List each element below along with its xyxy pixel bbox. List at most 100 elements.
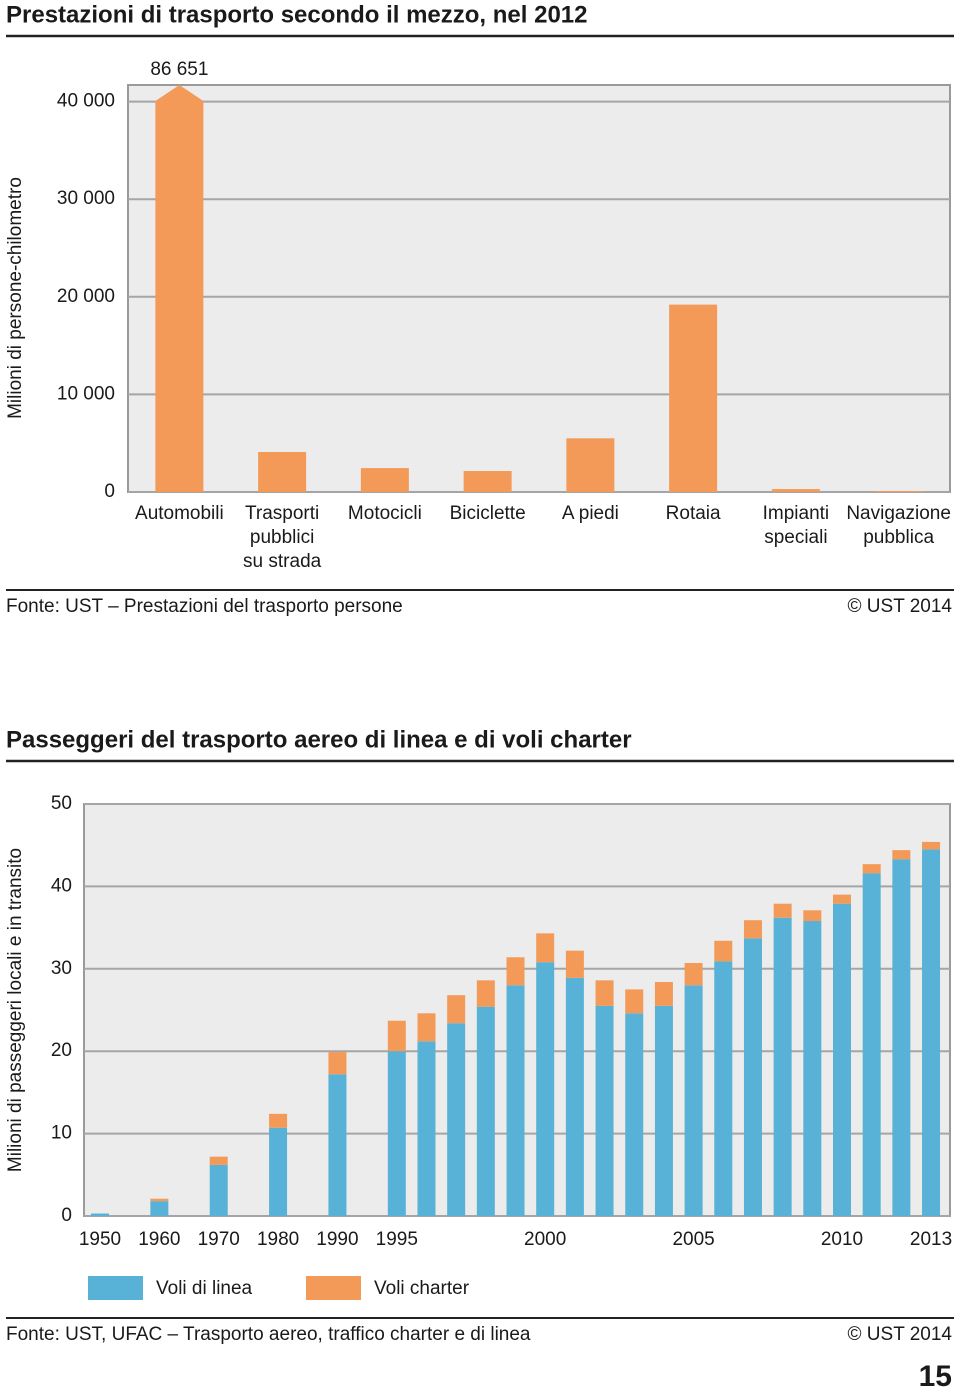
bar [360,468,409,492]
bar [771,489,820,492]
bar-segment [91,1213,109,1216]
chart-title: Passeggeri del trasporto aereo di linea … [6,726,632,753]
bar-segment [476,980,495,1007]
plot-area [127,84,951,493]
bar [874,491,923,493]
x-tick-label: 2013 [910,1229,952,1250]
y-axis-label: Milioni di passeggeri locali e in transi… [5,848,26,1172]
bar-segment [922,841,941,850]
x-tick-label: 2000 [524,1229,566,1250]
bar-segment [922,849,941,1216]
bar-segment [536,962,555,1216]
bar-segment [387,1020,406,1052]
bar-segment [625,989,644,1014]
bar-segment [150,1201,169,1216]
bar [669,304,718,492]
bar-segment [892,859,911,1216]
bar-segment [447,1023,466,1216]
bar-segment [743,938,762,1216]
bar-segment [862,873,881,1216]
bar-segment [209,1164,228,1216]
y-tick-label: 0 [61,1205,72,1226]
bar-segment [417,1041,436,1216]
x-tick-label: 1960 [138,1229,180,1250]
bar-segment [476,1006,495,1216]
source: Fonte: UST – Prestazioni del trasporto p… [6,596,403,617]
legend-swatch [306,1276,361,1300]
bar [258,451,307,492]
bar-segment [387,1051,406,1216]
y-tick-label: 0 [104,481,115,502]
x-tick-label: Automobili [135,503,224,524]
x-tick-label: 2005 [672,1229,714,1250]
bar-segment [595,980,614,1006]
bar-segment [417,1013,436,1042]
bar-segment [862,864,881,874]
copyright: © UST 2014 [848,596,953,617]
x-tick-label: A piedi [562,503,619,524]
bar-segment [654,1005,673,1216]
x-tick-label: 2010 [821,1229,863,1250]
bar-segment [833,894,851,904]
bar-segment [714,940,733,962]
bar-segment [803,921,822,1216]
y-tick-label: 40 [51,875,72,896]
chart-title: Prestazioni di trasporto secondo il mezz… [6,1,587,28]
bar-segment [833,903,851,1216]
bar-segment [328,1052,347,1075]
bar-segment [328,1074,347,1216]
bar-segment [684,985,703,1216]
bar-segment [506,985,525,1216]
y-tick-label: 30 [51,958,72,979]
bar-segment [803,910,822,922]
copyright: © UST 2014 [848,1324,953,1345]
y-tick-label: 40 000 [57,91,115,112]
y-tick-label: 20 [51,1040,72,1061]
x-tick-label: Rotaia [666,503,721,524]
source: Fonte: UST, UFAC – Trasporto aereo, traf… [6,1324,531,1345]
y-tick-label: 30 000 [57,188,115,209]
bar-segment [506,957,525,986]
bar [566,438,615,492]
bar-segment [536,933,555,963]
bar-segment [743,920,762,939]
y-tick-label: 20 000 [57,286,115,307]
bar-segment [565,950,584,978]
bar-segment [447,995,466,1024]
x-tick-label: Impianti speciali [763,503,830,548]
bar [463,471,512,492]
x-tick-label: 1990 [316,1229,358,1250]
bar-segment [892,850,911,860]
y-tick-label: 50 [51,793,72,814]
bar [155,85,204,492]
bar-segment [565,977,584,1216]
y-tick-label: 10 [51,1123,72,1144]
x-tick-label: Biciclette [450,503,526,524]
value-label: 86 651 [150,59,208,80]
bar-segment [773,903,792,918]
y-tick-label: 10 000 [57,383,115,404]
bar-segment [625,1013,644,1216]
y-axis-label: Milioni di persone-chilometro [5,177,26,419]
x-tick-label: 1950 [79,1229,121,1250]
x-tick-label: 1980 [257,1229,299,1250]
x-tick-label: Trasporti pubblici su strada [243,503,322,572]
bar-segment [269,1127,288,1216]
x-tick-label: 1995 [376,1229,418,1250]
bar-segment [150,1198,169,1202]
x-tick-label: Navigazione pubblica [846,503,951,548]
bar-segment [654,981,673,1006]
bar-segment [209,1156,228,1165]
bar-segment [595,1005,614,1216]
page-number: 15 [919,1360,952,1393]
legend-label: Voli charter [374,1278,470,1299]
bar-segment [269,1113,288,1128]
x-tick-label: 1970 [198,1229,240,1250]
bar-segment [684,963,703,986]
bar-segment [773,917,792,1216]
bar-segment [714,961,733,1216]
x-tick-label: Motocicli [348,503,422,524]
legend-swatch [88,1276,143,1300]
legend-label: Voli di linea [156,1278,253,1299]
